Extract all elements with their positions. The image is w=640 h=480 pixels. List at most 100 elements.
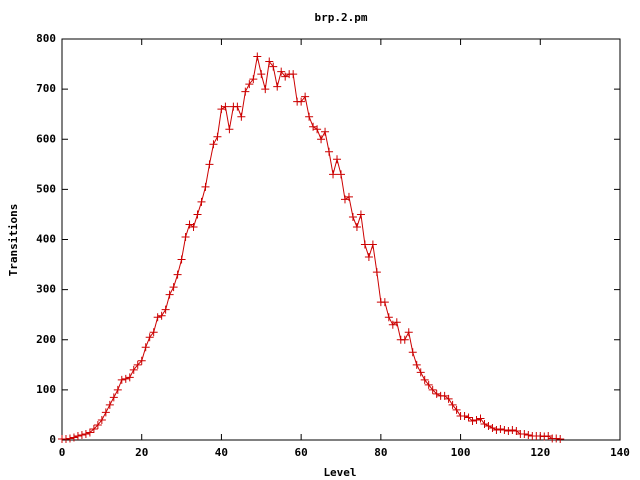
point-marker [225, 125, 234, 134]
y-tick-label: 100 [36, 383, 56, 396]
x-tick-label: 120 [530, 446, 550, 459]
point-marker [221, 102, 230, 111]
point-marker [364, 253, 373, 262]
point-marker [269, 62, 278, 71]
point-marker [432, 389, 441, 398]
point-marker [137, 356, 146, 365]
point-marker [273, 82, 282, 91]
point-marker [476, 414, 485, 423]
point-marker [348, 212, 357, 221]
x-axis-label: Level [323, 466, 356, 479]
point-marker [500, 425, 509, 434]
point-marker [85, 428, 94, 437]
point-marker [65, 434, 74, 443]
point-marker [504, 426, 513, 435]
point-marker [552, 434, 561, 443]
x-tick-label: 0 [59, 446, 66, 459]
point-marker [93, 420, 102, 429]
point-marker [177, 255, 186, 264]
point-marker [161, 305, 170, 314]
point-marker [360, 240, 369, 249]
point-marker [536, 431, 545, 440]
point-marker [301, 92, 310, 101]
y-tick-label: 0 [49, 433, 56, 446]
point-marker [408, 348, 417, 357]
point-marker [321, 127, 330, 136]
point-marker [261, 85, 270, 94]
point-marker [213, 132, 222, 141]
plot-border [61, 38, 621, 441]
x-tick-label: 80 [374, 446, 387, 459]
point-marker [165, 290, 174, 299]
point-marker [524, 430, 533, 439]
point-marker [556, 434, 565, 443]
point-marker [181, 232, 190, 241]
point-marker [241, 87, 250, 96]
point-marker [368, 240, 377, 249]
point-marker [289, 70, 298, 79]
point-marker [101, 408, 110, 417]
point-marker [416, 368, 425, 377]
point-marker [424, 380, 433, 389]
series-line [62, 56, 561, 440]
point-marker [372, 268, 381, 277]
point-marker [452, 405, 461, 414]
point-marker [337, 170, 345, 179]
point-marker [317, 135, 326, 144]
point-marker [61, 434, 70, 443]
point-marker [113, 385, 122, 394]
point-marker [245, 80, 254, 89]
point-marker [404, 328, 413, 337]
point-marker [73, 431, 82, 440]
point-marker [145, 333, 154, 342]
point-marker [157, 311, 166, 320]
point-marker [189, 222, 198, 231]
point-marker [484, 421, 493, 430]
point-marker [237, 112, 246, 121]
point-marker [356, 210, 365, 219]
point-marker [329, 170, 338, 179]
point-marker [193, 210, 202, 219]
point-marker [313, 125, 322, 134]
point-marker [464, 413, 473, 422]
point-marker [277, 67, 286, 76]
point-marker [460, 411, 469, 420]
point-marker [129, 365, 138, 374]
point-marker [169, 283, 178, 292]
point-marker [344, 192, 353, 201]
point-marker [81, 429, 90, 438]
point-marker [173, 270, 182, 279]
point-marker [257, 70, 266, 79]
point-marker [253, 52, 262, 61]
point-marker [153, 313, 162, 322]
x-tick-label: 100 [451, 446, 471, 459]
point-marker [468, 416, 477, 425]
point-marker [249, 75, 258, 84]
point-marker [117, 375, 126, 384]
point-marker [540, 432, 549, 441]
point-marker [352, 222, 361, 231]
point-marker [428, 385, 437, 394]
y-tick-label: 500 [36, 182, 56, 195]
chart-title: brp.2.pm [315, 11, 368, 24]
point-marker [508, 425, 517, 434]
x-tick-label: 40 [215, 446, 228, 459]
point-marker [400, 335, 409, 344]
point-marker [297, 97, 306, 106]
point-marker [305, 112, 314, 121]
point-marker [125, 373, 134, 382]
point-marker [205, 160, 214, 169]
y-tick-label: 700 [36, 82, 56, 95]
point-marker [97, 415, 106, 424]
y-tick-label: 800 [36, 32, 56, 45]
point-marker [380, 298, 389, 307]
point-marker [265, 57, 274, 66]
point-marker [89, 424, 98, 433]
point-marker [448, 400, 457, 409]
point-marker [133, 360, 142, 369]
point-marker [520, 429, 529, 438]
point-marker [209, 140, 218, 149]
x-tick-label: 60 [295, 446, 308, 459]
point-marker [77, 430, 86, 439]
point-marker [496, 424, 505, 433]
